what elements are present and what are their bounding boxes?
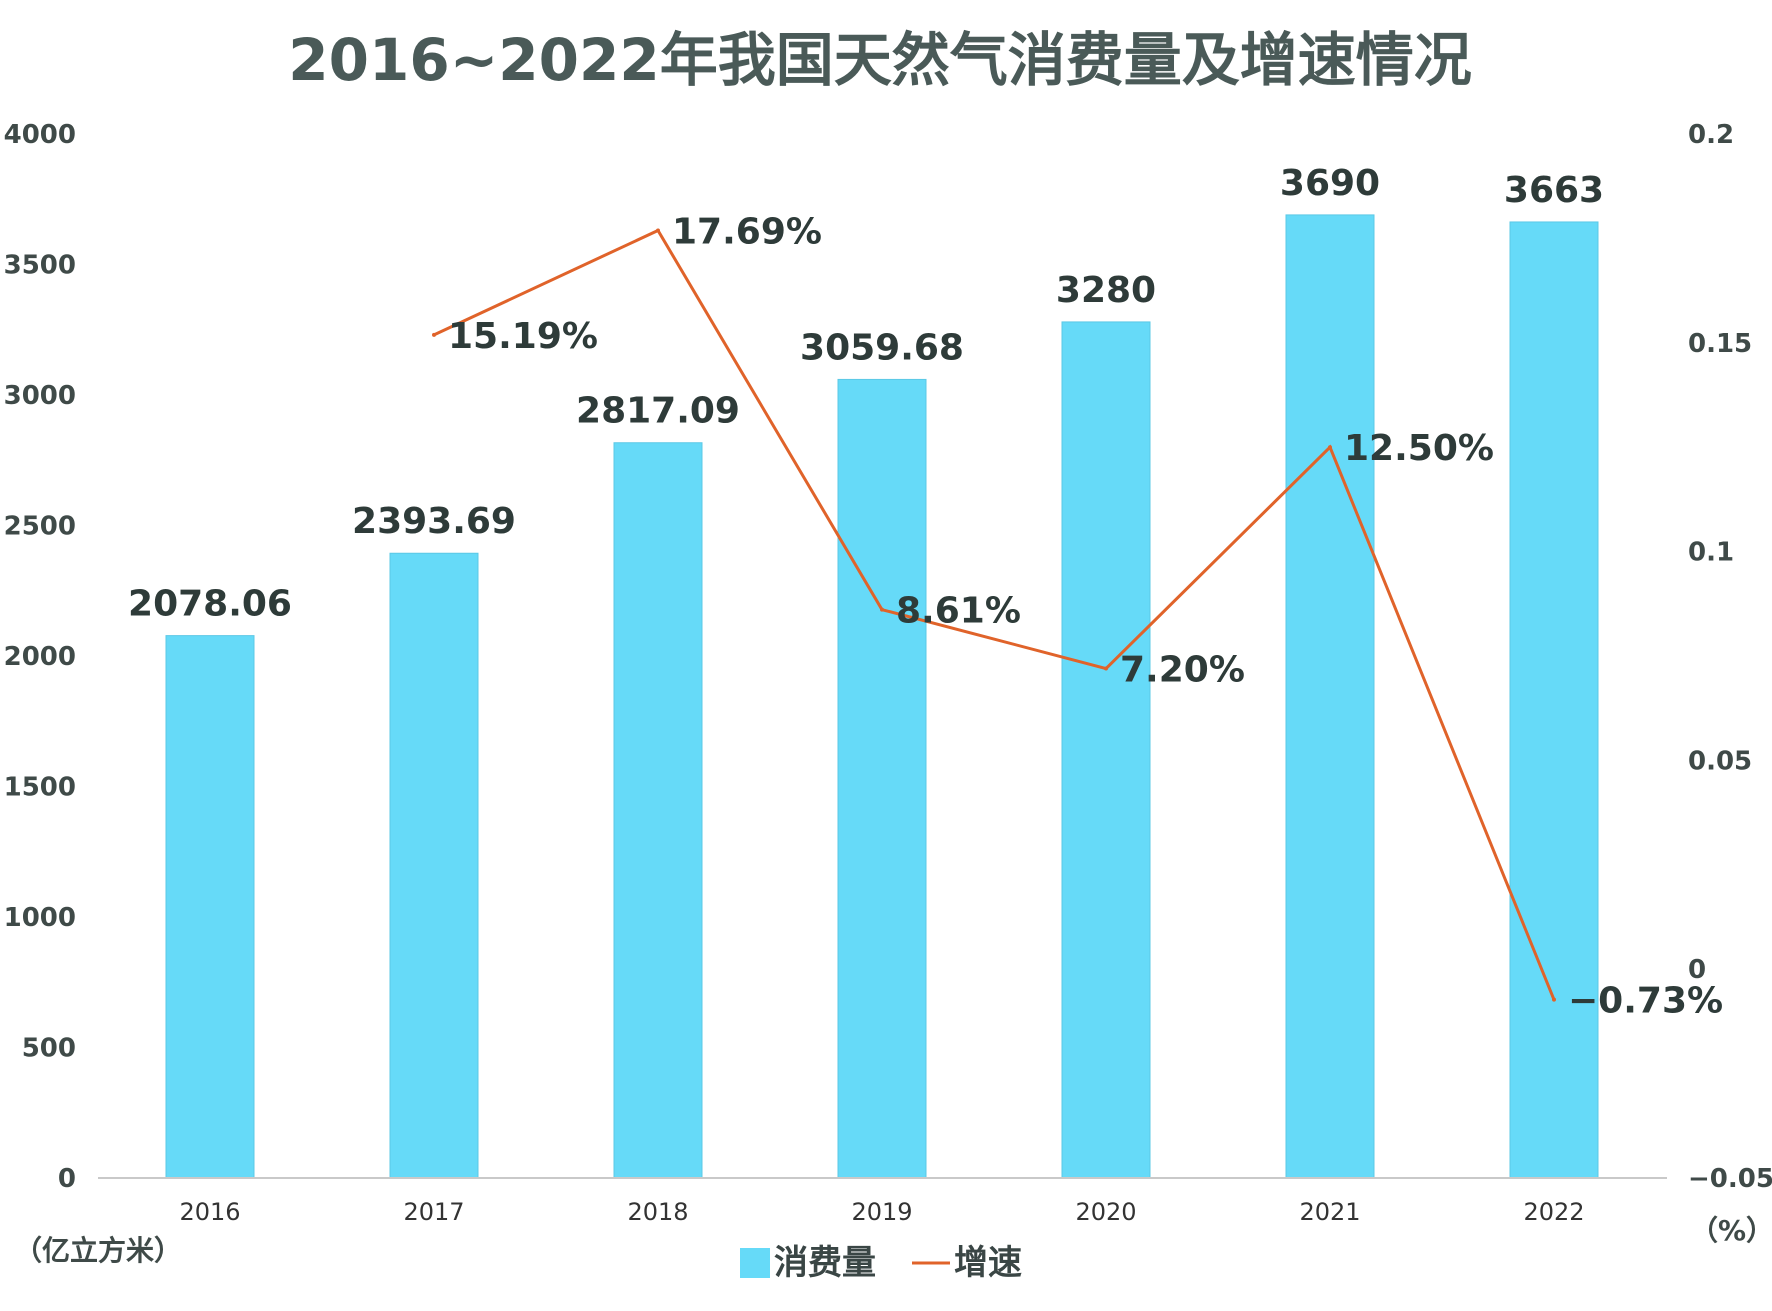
rate-value-label: 8.61% xyxy=(896,591,1021,632)
left-axis-tick-label: 1000 xyxy=(4,903,76,933)
x-axis-tick-label: 2017 xyxy=(403,1198,464,1226)
right-axis-ticks: −0.05 0 0.05 0.1 0.15 0.2 xyxy=(1688,120,1772,1194)
legend-bar-swatch xyxy=(740,1248,770,1278)
right-axis-tick-label: 0.15 xyxy=(1688,329,1752,359)
growth-rate-point xyxy=(880,607,884,612)
rate-value-label: 12.50% xyxy=(1344,428,1494,469)
left-axis-tick-label: 2000 xyxy=(4,642,76,672)
rate-value-labels: 15.19% 17.69% 8.61% 7.20% 12.50% −0.73% xyxy=(448,211,1723,1021)
bar-value-label: 2078.06 xyxy=(128,584,292,625)
right-axis-tick-label: 0 xyxy=(1688,955,1706,985)
legend: 消费量 增速 xyxy=(740,1243,1022,1283)
x-axis-tick-label: 2016 xyxy=(179,1198,240,1226)
bar-value-label: 3690 xyxy=(1280,163,1380,204)
x-axis-tick-label: 2021 xyxy=(1299,1198,1360,1226)
chart-title: 2016~2022年我国天然气消费量及增速情况 xyxy=(288,26,1471,94)
legend-line-label: 增速 xyxy=(954,1243,1022,1283)
consumption-bar xyxy=(837,378,927,1179)
growth-rate-point xyxy=(1552,997,1556,1002)
legend-bar-label: 消费量 xyxy=(774,1243,876,1283)
bar-value-label: 2817.09 xyxy=(576,391,740,432)
x-axis-tick-label: 2018 xyxy=(627,1198,688,1226)
left-axis-ticks: 0 500 1000 1500 2000 2500 3000 3500 4000 xyxy=(4,120,76,1194)
consumption-bar xyxy=(1061,321,1151,1179)
right-axis-tick-label: 0.1 xyxy=(1688,538,1734,568)
rate-value-label: −0.73% xyxy=(1568,981,1723,1022)
left-axis-tick-label: 3500 xyxy=(4,251,76,281)
x-axis-ticks: 2016 2017 2018 2019 2020 2021 2022 xyxy=(179,1198,1584,1226)
bar-value-labels: 2078.06 2393.69 2817.09 3059.68 3280 3690 3663 xyxy=(128,163,1604,625)
right-axis-tick-label: 0.05 xyxy=(1688,746,1752,776)
right-axis-tick-label: 0.2 xyxy=(1688,120,1734,150)
growth-rate-point xyxy=(1328,445,1332,450)
consumption-bar xyxy=(613,442,703,1179)
left-axis-unit: （亿立方米） xyxy=(14,1234,182,1267)
line-series xyxy=(432,228,1556,1002)
left-axis-tick-label: 3000 xyxy=(4,381,76,411)
left-axis-tick-label: 4000 xyxy=(4,120,76,150)
x-axis-tick-label: 2019 xyxy=(851,1198,912,1226)
bar-value-label: 3663 xyxy=(1504,170,1604,211)
bar-value-label: 3280 xyxy=(1056,270,1156,311)
growth-rate-point xyxy=(1104,666,1108,671)
left-axis-tick-label: 0 xyxy=(58,1164,76,1194)
bar-value-label: 3059.68 xyxy=(800,327,964,368)
consumption-bar xyxy=(165,635,255,1179)
right-axis-tick-label: −0.05 xyxy=(1688,1164,1772,1194)
x-axis-tick-label: 2022 xyxy=(1523,1198,1584,1226)
growth-rate-point xyxy=(432,332,436,337)
left-axis-tick-label: 500 xyxy=(22,1034,76,1064)
consumption-bar xyxy=(1285,214,1375,1179)
left-axis-tick-label: 2500 xyxy=(4,512,76,542)
consumption-bar xyxy=(389,552,479,1179)
bar-series xyxy=(165,214,1599,1179)
left-axis-tick-label: 1500 xyxy=(4,773,76,803)
x-axis-tick-label: 2020 xyxy=(1075,1198,1136,1226)
growth-rate-line xyxy=(433,228,1556,1001)
right-axis-unit: （%） xyxy=(1690,1214,1772,1247)
rate-value-label: 15.19% xyxy=(448,316,598,357)
rate-value-label: 7.20% xyxy=(1120,650,1245,691)
rate-value-label: 17.69% xyxy=(672,211,822,252)
bar-value-label: 2393.69 xyxy=(352,501,516,542)
growth-rate-point xyxy=(656,228,660,233)
consumption-bar xyxy=(1509,221,1599,1179)
